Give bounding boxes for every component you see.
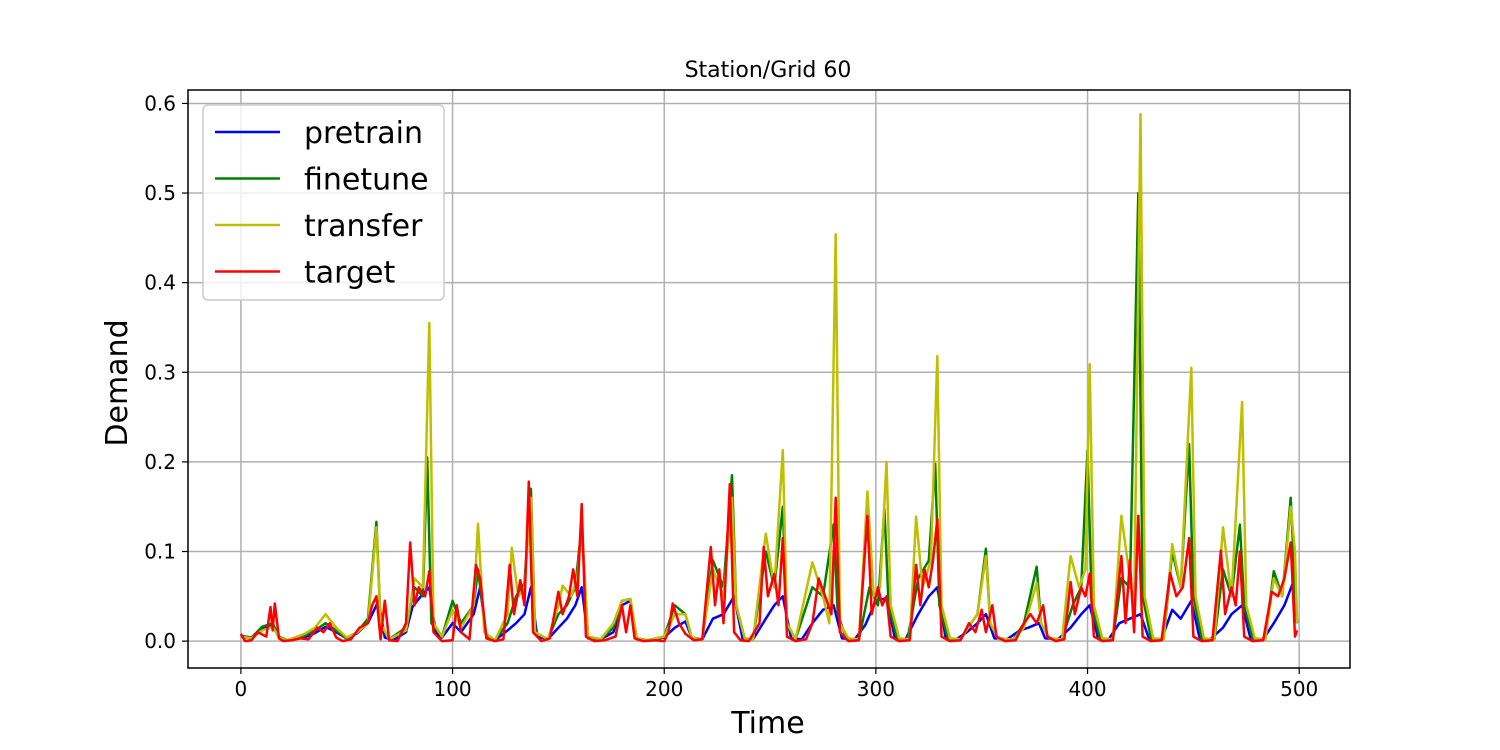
x-tick-label: 300 [857,677,895,701]
x-tick-label: 500 [1280,677,1318,701]
legend-label-transfer: transfer [304,209,423,244]
y-axis-label: Demand [100,319,135,446]
series-line-transfer [240,112,1299,642]
y-tick-label: 0.6 [144,91,176,115]
x-tick-label: 400 [1068,677,1106,701]
y-tick-label: 0.5 [144,181,176,205]
y-tick-label: 0.2 [144,450,176,474]
legend-label-target: target [304,256,395,291]
legend: pretrain finetune transfer target [202,104,445,301]
x-tick-label: 200 [645,677,683,701]
axis-ticks: 0 100 200 300 400 500 0.0 0.1 0.2 0.3 0.4 0.5 0.6 [144,91,1318,701]
series-lines [239,112,1299,643]
chart-title: Station/Grid 60 [685,58,852,83]
x-tick-label: 100 [433,677,471,701]
x-axis-label: Time [730,706,804,741]
y-tick-label: 0.4 [144,271,176,295]
legend-label-finetune: finetune [304,163,429,198]
y-tick-label: 0.3 [144,360,176,384]
plot-area-frame [187,89,1351,669]
y-tick-label: 0.0 [144,629,176,653]
legend-box [202,104,445,301]
legend-label-pretrain: pretrain [304,116,423,151]
y-tick-label: 0.1 [144,540,176,564]
x-tick-label: 0 [235,677,248,701]
series-line-target [239,480,1299,643]
